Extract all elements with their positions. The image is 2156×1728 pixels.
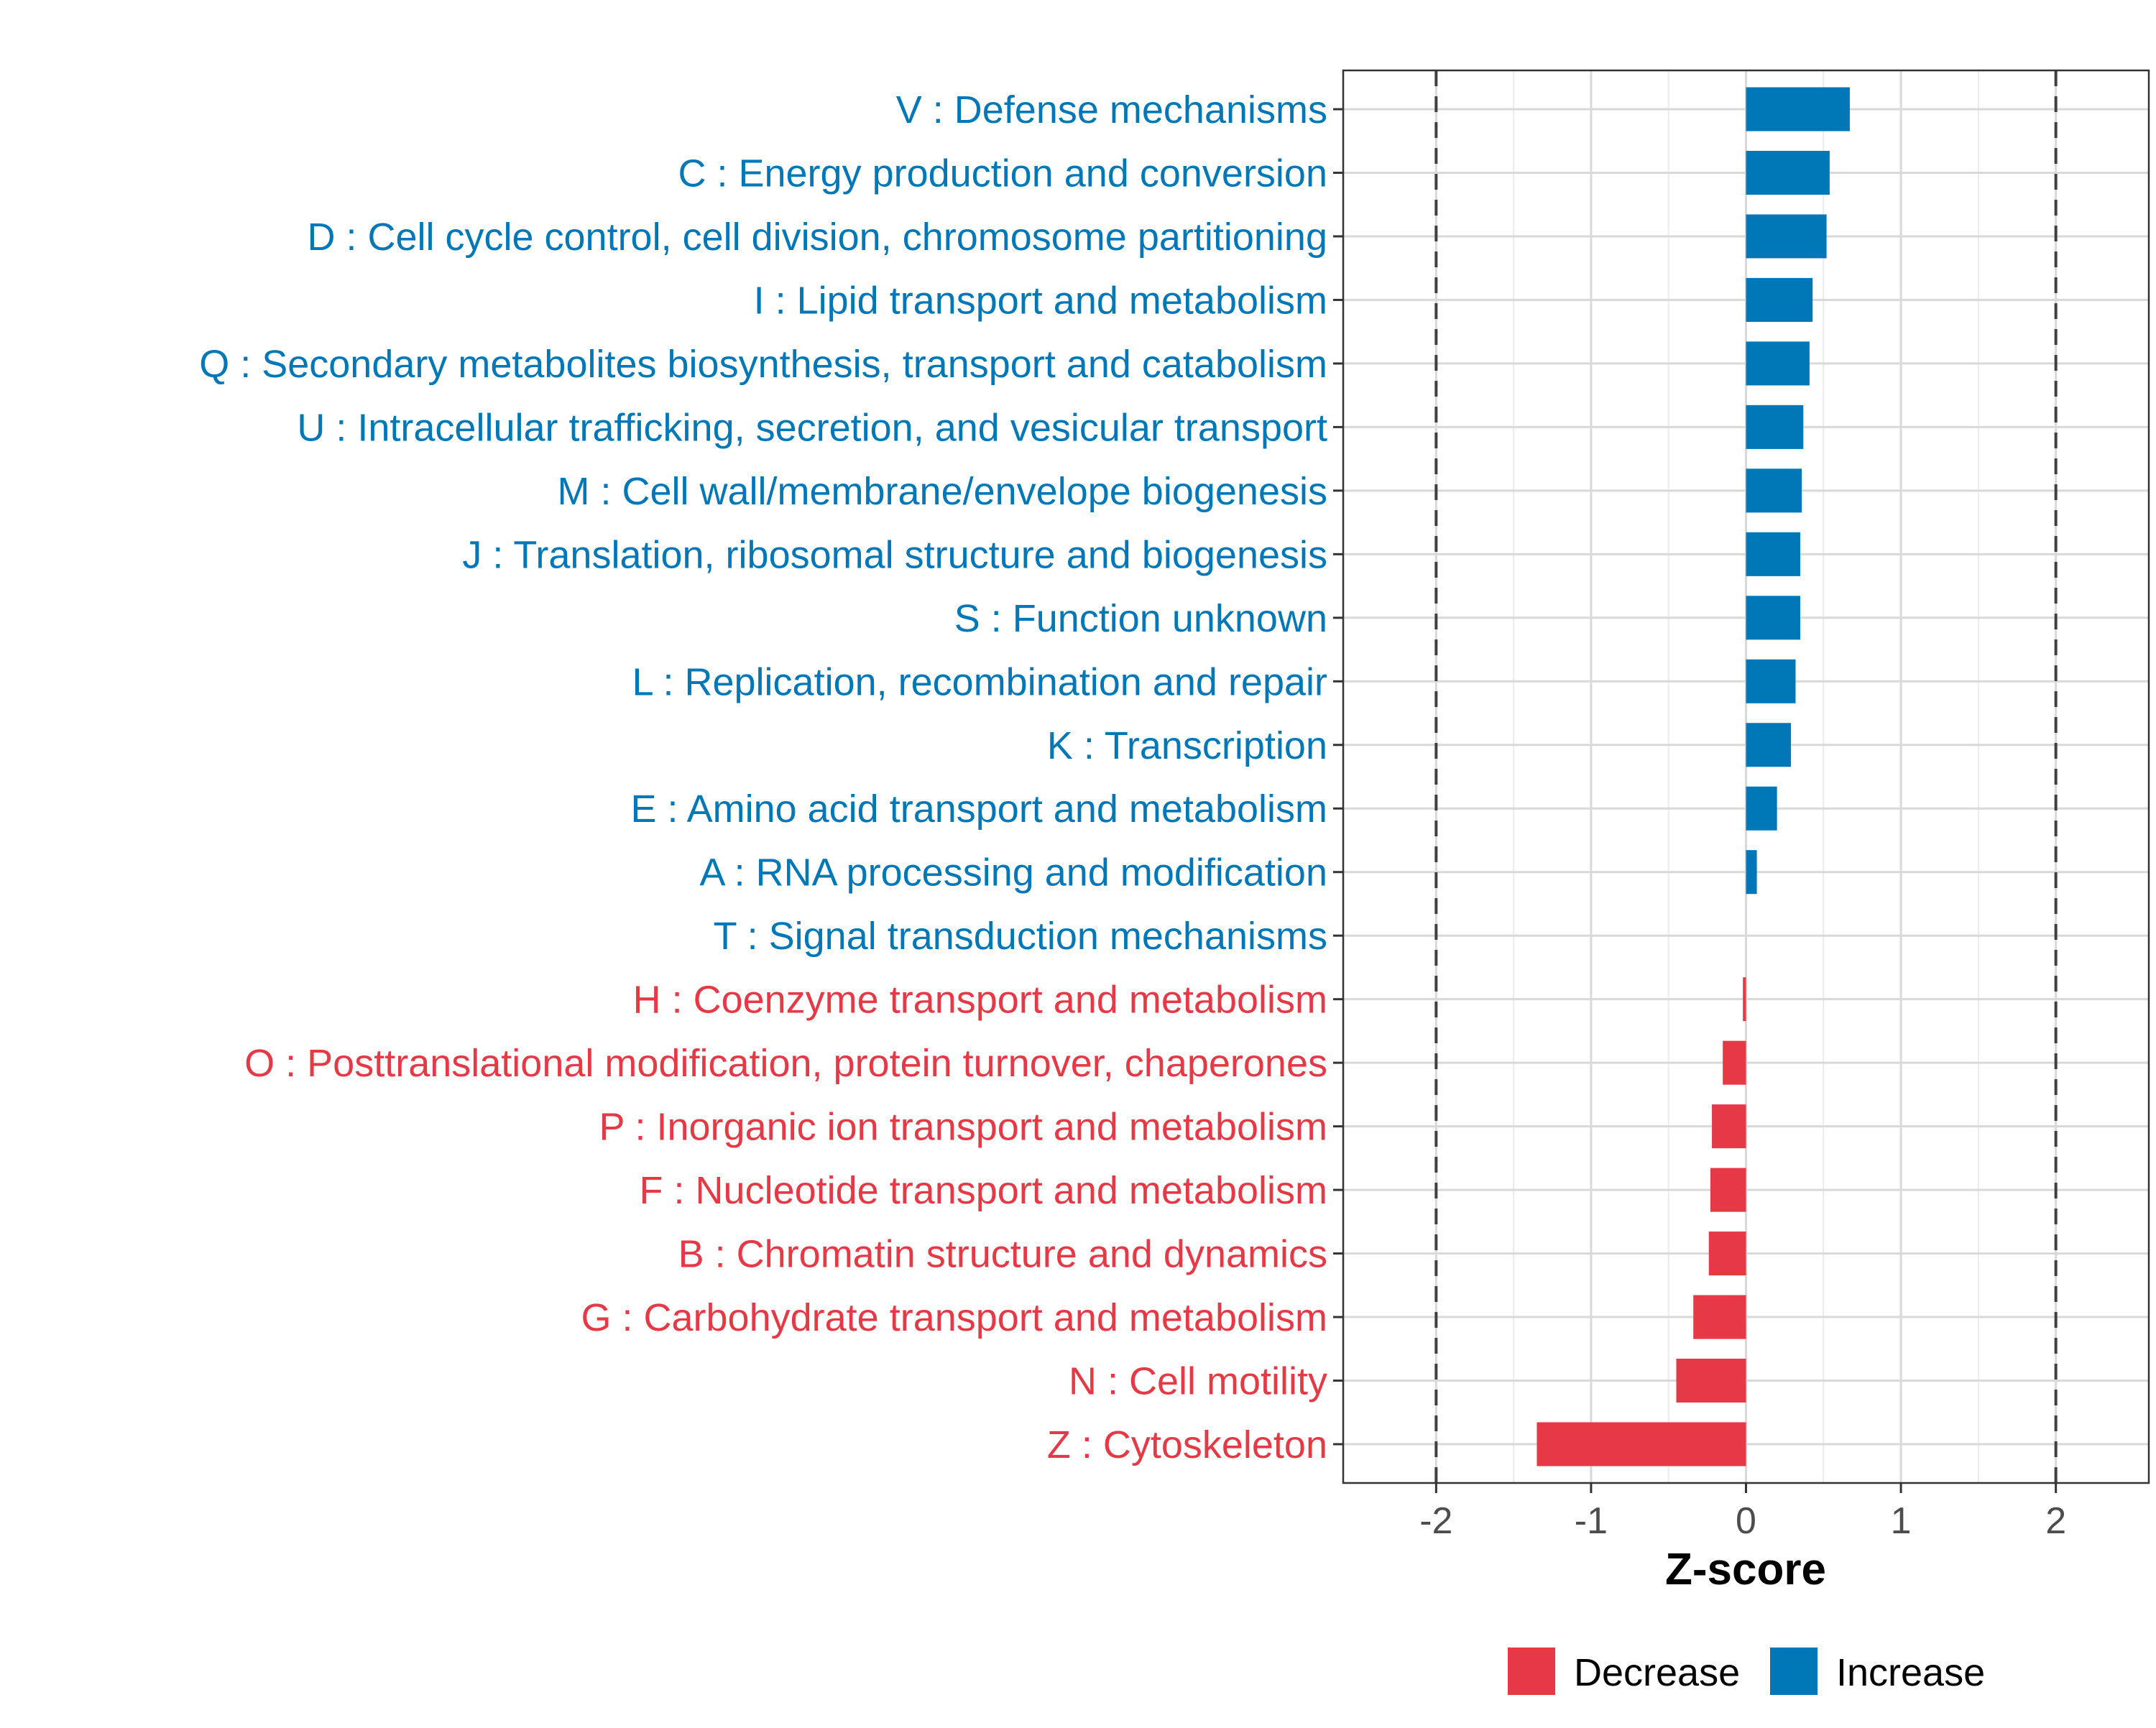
legend-key-decrease (1508, 1648, 1555, 1695)
bar-increase (1746, 850, 1757, 895)
x-tick-label: 1 (1891, 1500, 1912, 1542)
y-tick-label: U : Intracellular trafficking, secretion… (297, 406, 1327, 449)
x-tick-label: 0 (1736, 1500, 1756, 1542)
bar-increase (1746, 341, 1810, 386)
bar-increase (1746, 214, 1827, 259)
bar-decrease (1743, 977, 1746, 1022)
legend-label-increase: Increase (1836, 1651, 1985, 1694)
y-tick-label: H : Coenzyme transport and metabolism (633, 979, 1327, 1022)
x-tick-label: -2 (1419, 1500, 1452, 1542)
bar-increase (1746, 405, 1804, 449)
bar-increase (1746, 659, 1796, 703)
y-tick-label: N : Cell motility (1069, 1360, 1327, 1403)
bar-decrease (1710, 1168, 1746, 1212)
bar-increase (1746, 468, 1802, 513)
legend-label-decrease: Decrease (1574, 1651, 1740, 1694)
bar-decrease (1676, 1358, 1746, 1403)
y-tick-label: E : Amino acid transport and metabolism (631, 787, 1327, 831)
bar-decrease (1723, 1040, 1746, 1085)
y-tick-label: D : Cell cycle control, cell division, c… (307, 216, 1327, 259)
bar-increase (1746, 150, 1830, 195)
bar-increase (1746, 596, 1800, 640)
x-tick-label: 2 (2045, 1500, 2066, 1542)
y-tick-label: V : Defense mechanisms (896, 88, 1327, 131)
y-tick-label: B : Chromatin structure and dynamics (678, 1233, 1327, 1276)
y-tick-label: M : Cell wall/membrane/envelope biogenes… (557, 470, 1327, 513)
bar-increase (1746, 532, 1800, 576)
y-tick-label: K : Transcription (1047, 724, 1327, 767)
y-tick-label: S : Function unknown (954, 597, 1327, 640)
y-tick-label: O : Posttranslational modification, prot… (244, 1042, 1327, 1085)
y-tick-label: C : Energy production and conversion (678, 152, 1327, 195)
y-tick-label: P : Inorganic ion transport and metaboli… (599, 1106, 1327, 1149)
bar-increase (1746, 277, 1813, 322)
x-axis-title: Z-score (1665, 1545, 1826, 1594)
legend-key-increase (1770, 1648, 1818, 1695)
bar-decrease (1693, 1295, 1746, 1339)
y-tick-label: L : Replication, recombination and repai… (632, 660, 1327, 703)
y-tick-label: A : RNA processing and modification (700, 851, 1327, 895)
legend: Decrease Increase (1508, 1648, 1985, 1695)
x-tick-label: -1 (1575, 1500, 1608, 1542)
bar-decrease (1537, 1422, 1746, 1466)
y-tick-label: Q : Secondary metabolites biosynthesis, … (199, 343, 1327, 386)
y-tick-label: G : Carbohydrate transport and metabolis… (581, 1296, 1328, 1339)
bar-increase (1746, 786, 1777, 831)
bar-decrease (1708, 1232, 1746, 1276)
bar-decrease (1712, 1104, 1746, 1149)
bar-increase (1746, 723, 1792, 767)
y-tick-label: F : Nucleotide transport and metabolism (640, 1169, 1327, 1212)
y-tick-label: Z : Cytoskeleton (1047, 1423, 1327, 1466)
y-tick-label: I : Lipid transport and metabolism (754, 279, 1327, 322)
y-tick-label: J : Translation, ribosomal structure and… (462, 533, 1327, 576)
y-tick-label: T : Signal transduction mechanisms (714, 915, 1327, 958)
bar-increase (1746, 87, 1850, 131)
